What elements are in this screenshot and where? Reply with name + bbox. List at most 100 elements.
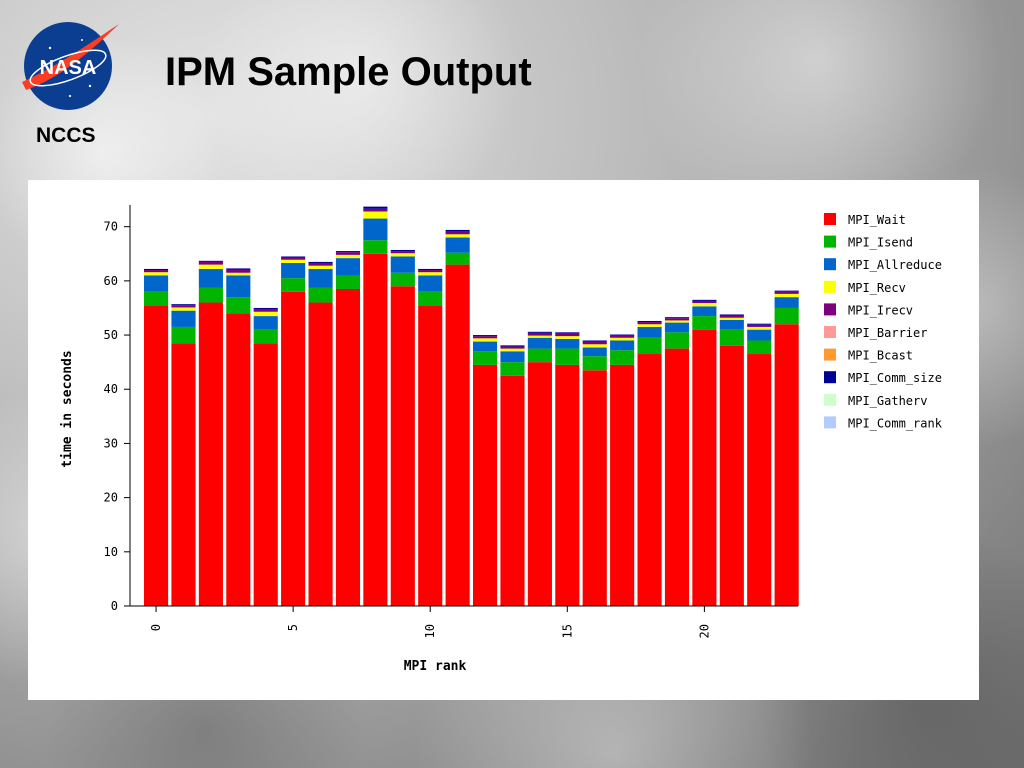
bar-segment-mpi-allreduce-rank-10	[418, 275, 443, 292]
legend-label-mpi-allreduce: MPI_Allreduce	[848, 258, 942, 272]
bar-segment-mpi-wait-rank-15	[555, 364, 580, 606]
bar-segment-mpi-wait-rank-11	[445, 264, 470, 606]
bar-segment-mpi-irecv-rank-4	[253, 309, 278, 312]
bar-segment-mpi-comm-size-rank-23	[774, 290, 799, 292]
y-tick-label-70: 70	[104, 220, 118, 234]
bar-segment-mpi-recv-rank-2	[198, 264, 223, 269]
bar-segment-mpi-irecv-rank-13	[500, 346, 525, 349]
bar-segment-mpi-recv-rank-11	[445, 234, 470, 238]
bar-segment-mpi-isend-rank-19	[664, 332, 690, 349]
bar-segment-mpi-irecv-rank-1	[171, 305, 196, 308]
bar-segment-mpi-comm-size-rank-14	[527, 331, 552, 333]
bar-segment-mpi-allreduce-rank-8	[363, 218, 388, 241]
bar-segment-mpi-recv-rank-7	[335, 254, 361, 259]
bar-segment-mpi-irecv-rank-9	[390, 251, 415, 254]
bar-segment-mpi-irecv-rank-6	[308, 262, 333, 266]
axes-group	[129, 205, 798, 607]
x-axis-label: MPI rank	[404, 659, 467, 674]
bar-segment-mpi-comm-size-rank-22	[747, 323, 772, 325]
bar-segment-mpi-recv-rank-8	[363, 211, 388, 219]
x-ticks-group: 0 5 10 15 20	[149, 606, 711, 638]
legend-swatch-mpi-allreduce	[824, 258, 836, 271]
y-tick-label-0: 0	[111, 599, 118, 613]
page-title: IPM Sample Output	[165, 50, 532, 94]
bar-segment-mpi-irecv-rank-14	[527, 332, 552, 336]
bar-segment-mpi-irecv-rank-0	[144, 270, 169, 273]
bar-segment-mpi-wait-rank-22	[747, 354, 772, 606]
bar-segment-mpi-isend-rank-1	[171, 326, 196, 344]
x-tick-label-5: 5	[286, 624, 300, 631]
bar-segment-mpi-isend-rank-20	[692, 316, 717, 330]
bar-segment-mpi-allreduce-rank-7	[335, 258, 361, 276]
bar-segment-mpi-recv-rank-3	[226, 272, 251, 276]
bar-segment-mpi-comm-size-rank-11	[445, 229, 470, 232]
bar-segment-mpi-irecv-rank-22	[747, 324, 772, 327]
bar-segment-mpi-comm-size-rank-4	[253, 307, 278, 310]
bar-segment-mpi-allreduce-rank-3	[226, 275, 251, 298]
y-tick-label-20: 20	[104, 491, 118, 505]
bar-segment-mpi-comm-size-rank-19	[664, 317, 690, 319]
bar-segment-mpi-recv-rank-4	[253, 311, 278, 317]
bar-segment-mpi-allreduce-rank-14	[527, 337, 552, 349]
bar-segment-mpi-allreduce-rank-5	[281, 262, 306, 279]
legend-swatch-mpi-comm-size	[824, 371, 836, 384]
bar-segment-mpi-allreduce-rank-16	[582, 347, 607, 357]
bar-segment-mpi-allreduce-rank-21	[719, 319, 744, 330]
bar-segment-mpi-comm-size-rank-10	[418, 268, 443, 271]
bar-segment-mpi-allreduce-rank-22	[747, 329, 772, 341]
bar-segment-mpi-allreduce-rank-13	[500, 351, 525, 363]
x-tick-label-20: 20	[697, 624, 711, 638]
bar-segment-mpi-isend-rank-23	[774, 307, 799, 325]
bar-segment-mpi-wait-rank-12	[473, 364, 498, 606]
bar-segment-mpi-recv-rank-21	[719, 317, 744, 320]
bar-segment-mpi-isend-rank-8	[363, 240, 388, 254]
bar-segment-mpi-allreduce-rank-9	[390, 256, 415, 273]
bar-segment-mpi-irecv-rank-3	[226, 269, 251, 273]
bar-segment-mpi-allreduce-rank-11	[445, 237, 470, 253]
bar-segment-mpi-recv-rank-15	[555, 336, 580, 339]
bar-segment-mpi-irecv-rank-7	[335, 252, 361, 255]
bar-segment-mpi-irecv-rank-19	[664, 318, 690, 321]
bar-segment-mpi-isend-rank-9	[390, 272, 415, 287]
bar-segment-mpi-isend-rank-5	[281, 278, 306, 292]
bar-segment-mpi-irecv-rank-21	[719, 315, 744, 318]
legend-swatch-mpi-isend	[824, 235, 836, 248]
legend-label-mpi-comm-rank: MPI_Comm_rank	[848, 416, 943, 430]
y-tick-label-50: 50	[104, 328, 118, 342]
bar-segment-mpi-comm-size-rank-1	[171, 304, 196, 306]
y-tick-label-10: 10	[104, 545, 118, 559]
bar-segment-mpi-wait-rank-7	[335, 288, 361, 606]
legend-label-mpi-barrier: MPI_Barrier	[848, 326, 927, 340]
stacked-bar-chart: 0 10 20 30 40 50 60 70 0 5 10 15 20 MPI rank time i…	[60, 205, 943, 674]
bar-segment-mpi-comm-size-rank-2	[198, 260, 223, 262]
bar-segment-mpi-wait-rank-0	[144, 305, 169, 606]
bar-segment-mpi-recv-rank-20	[692, 303, 717, 307]
x-tick-label-10: 10	[423, 624, 437, 638]
bar-segment-mpi-irecv-rank-10	[418, 270, 443, 273]
bar-segment-mpi-irecv-rank-17	[610, 335, 635, 338]
y-axis-label: time in seconds	[60, 350, 75, 467]
bar-segment-mpi-isend-rank-15	[555, 348, 580, 365]
bar-segment-mpi-allreduce-rank-19	[664, 322, 690, 333]
bar-segment-mpi-irecv-rank-15	[555, 333, 580, 337]
bar-segment-mpi-isend-rank-0	[144, 291, 169, 306]
bar-segment-mpi-wait-rank-23	[774, 324, 799, 606]
bar-segment-mpi-wait-rank-6	[308, 302, 333, 606]
legend-label-mpi-isend: MPI_Isend	[848, 236, 913, 250]
bar-segment-mpi-wait-rank-14	[527, 362, 552, 606]
bar-segment-mpi-allreduce-rank-20	[692, 306, 717, 317]
bar-segment-mpi-irecv-rank-2	[198, 261, 223, 265]
legend-label-mpi-wait: MPI_Wait	[848, 213, 906, 227]
legend-label-mpi-irecv: MPI_Irecv	[848, 303, 913, 317]
bar-segment-mpi-comm-size-rank-7	[335, 251, 361, 253]
bar-segment-mpi-recv-rank-22	[747, 326, 772, 330]
bar-segment-mpi-wait-rank-21	[719, 345, 744, 606]
bar-segment-mpi-wait-rank-16	[582, 370, 607, 606]
y-tick-label-60: 60	[104, 274, 118, 288]
legend-swatch-mpi-irecv	[824, 303, 836, 316]
bar-segment-mpi-wait-rank-4	[253, 343, 278, 606]
legend-swatch-mpi-bcast	[824, 348, 836, 361]
bar-segment-mpi-irecv-rank-5	[281, 257, 306, 260]
bar-segment-mpi-allreduce-rank-1	[171, 310, 196, 327]
bar-segment-mpi-allreduce-rank-15	[555, 338, 580, 349]
